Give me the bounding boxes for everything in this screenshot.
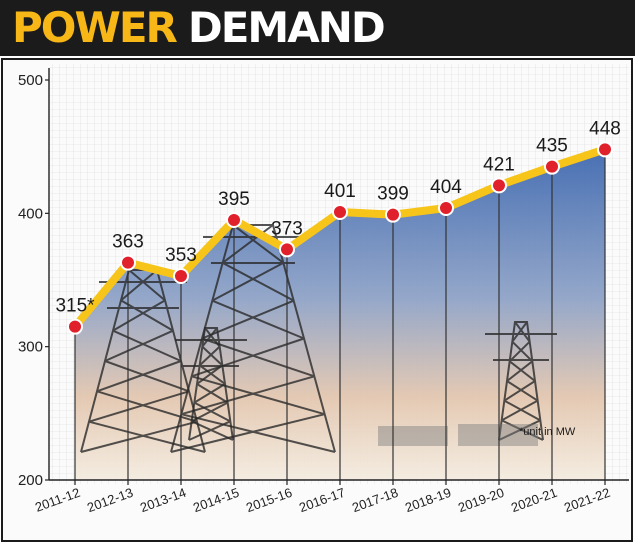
data-point-2015-16	[279, 241, 295, 258]
title-word-demand: DEMAND	[187, 3, 386, 52]
data-label-2019-20: 421	[483, 154, 515, 175]
data-label-2012-13: 363	[112, 232, 144, 253]
data-point-2021-22	[597, 141, 613, 158]
data-label-2015-16: 373	[271, 218, 303, 239]
pylon-illustration	[80, 224, 557, 453]
data-label-2018-19: 404	[430, 177, 462, 198]
data-point-2013-14	[173, 268, 189, 284]
y-tick-label: 500	[18, 72, 43, 89]
unit-note: *unit in MW	[519, 426, 576, 438]
data-point-2020-21	[544, 158, 560, 175]
data-label-2020-21: 435	[536, 136, 568, 157]
y-tick-label: 200	[18, 472, 43, 489]
data-label-2017-18: 399	[377, 184, 409, 205]
data-label-2013-14: 353	[165, 245, 197, 266]
data-point-2017-18	[385, 206, 401, 223]
chart-frame: 200 300 400 500 2011-12 2012-13 2013-14 2014-15…	[1, 58, 633, 542]
chart-header: POWER DEMAND	[0, 0, 635, 56]
y-tick-label: 300	[18, 339, 43, 356]
data-label-2011-12: 315*	[55, 296, 95, 317]
chart-title: POWER DEMAND	[12, 2, 386, 54]
data-point-2012-13	[120, 254, 136, 271]
data-label-2014-15: 395	[218, 189, 250, 210]
y-tick-label: 400	[18, 205, 43, 222]
data-point-2011-12	[67, 318, 83, 335]
data-point-2018-19	[438, 200, 454, 216]
title-word-power: POWER	[12, 3, 178, 52]
data-label-2021-22: 448	[589, 118, 621, 139]
data-point-2016-17	[332, 204, 348, 220]
data-point-2014-15	[226, 212, 242, 228]
data-point-2019-20	[491, 177, 507, 194]
data-label-2016-17: 401	[324, 181, 356, 202]
